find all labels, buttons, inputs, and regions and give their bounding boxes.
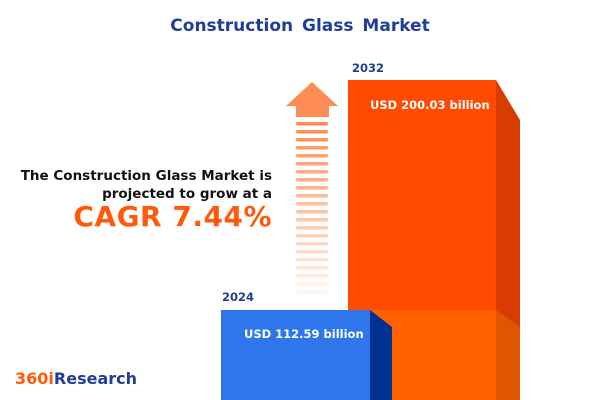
bar-2024-side [370, 310, 392, 400]
bar-2032-lower-side [496, 310, 520, 400]
lead-line-2: projected to grow at a [102, 186, 272, 202]
arrow-stripe [296, 194, 328, 198]
arrow-stripe [296, 210, 328, 214]
arrow-stripe [296, 218, 328, 222]
arrow-stripe [296, 146, 328, 150]
bar-2024 [221, 310, 370, 400]
year-label-2032: 2032 [352, 61, 385, 75]
arrow-stripe [296, 242, 328, 246]
logo-part-1: 360i [15, 369, 54, 388]
arrow-stripe [296, 226, 328, 230]
arrow-stripe [296, 130, 328, 134]
arrow-stripe [296, 274, 328, 278]
chart-title: Construction Glass Market [170, 16, 430, 36]
arrow-stripe [296, 202, 328, 206]
arrow-stripe [296, 290, 328, 294]
cagr-value: CAGR 7.44% [73, 200, 272, 233]
arrow-stripe [296, 122, 328, 126]
value-label-2032: USD 200.03 billion [370, 98, 490, 112]
arrow-stripe [296, 170, 328, 174]
arrow-stripe [296, 138, 328, 142]
growth-arrow-icon [286, 82, 338, 117]
arrow-stripe [296, 162, 328, 166]
year-label-2024: 2024 [222, 290, 255, 304]
lead-line-1: The Construction Glass Market is [20, 168, 272, 184]
arrow-stripe [296, 282, 328, 286]
arrow-stripe [296, 178, 328, 182]
logo-360iresearch: 360iResearch [15, 369, 137, 388]
arrow-stripe [296, 258, 328, 262]
cagr-description: The Construction Glass Market is project… [21, 167, 272, 203]
value-label-2024: USD 112.59 billion [244, 327, 364, 341]
arrow-stripe [296, 154, 328, 158]
arrow-stripe [296, 250, 328, 254]
logo-part-2: Research [53, 369, 137, 388]
arrow-stripe [296, 234, 328, 238]
arrow-stripe [296, 266, 328, 270]
arrow-stripe [296, 186, 328, 190]
